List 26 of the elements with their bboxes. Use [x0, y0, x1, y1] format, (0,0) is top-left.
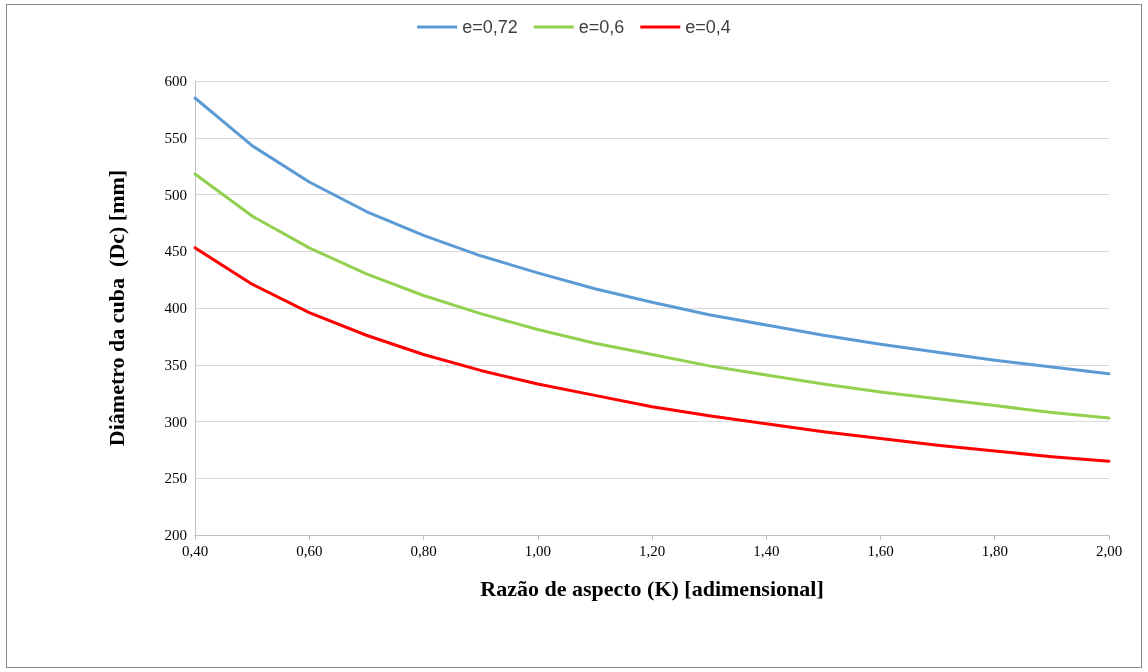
y-tick-label: 500 [164, 186, 187, 203]
line-series [193, 172, 1111, 420]
y-tick-label: 200 [164, 527, 187, 543]
x-tick-label: 1,40 [753, 542, 780, 559]
line-series [193, 96, 1111, 376]
y-tick-label: 350 [164, 356, 187, 373]
x-tick-label: 1,00 [524, 542, 551, 559]
x-tick-label: 1,80 [981, 542, 1008, 559]
y-axis-title: Diâmetro da cuba (Dc) [mm] [103, 169, 129, 447]
y-tick-label: 250 [164, 470, 187, 487]
x-tick-label: 0,60 [296, 542, 323, 559]
legend-label: e=0,6 [578, 17, 625, 37]
legend-label: e=0,4 [685, 17, 731, 37]
y-tick-label: 400 [164, 300, 187, 316]
y-tick-label: 450 [164, 243, 187, 260]
x-tick-label: 0,40 [181, 542, 209, 559]
x-tick-label: 1,20 [638, 542, 666, 559]
x-tick-label: 1,60 [867, 542, 894, 559]
line-series [193, 246, 1111, 463]
x-tick-label: 0,80 [410, 542, 437, 559]
legend-label: e=0,72 [462, 17, 518, 37]
y-tick-label: 550 [164, 129, 187, 146]
y-tick-label: 300 [164, 413, 187, 430]
x-tick-label: 2,00 [1095, 542, 1123, 559]
y-tick-label: 600 [164, 73, 187, 89]
x-axis-title: Razão de aspecto (K) [adimensional] [480, 575, 824, 601]
